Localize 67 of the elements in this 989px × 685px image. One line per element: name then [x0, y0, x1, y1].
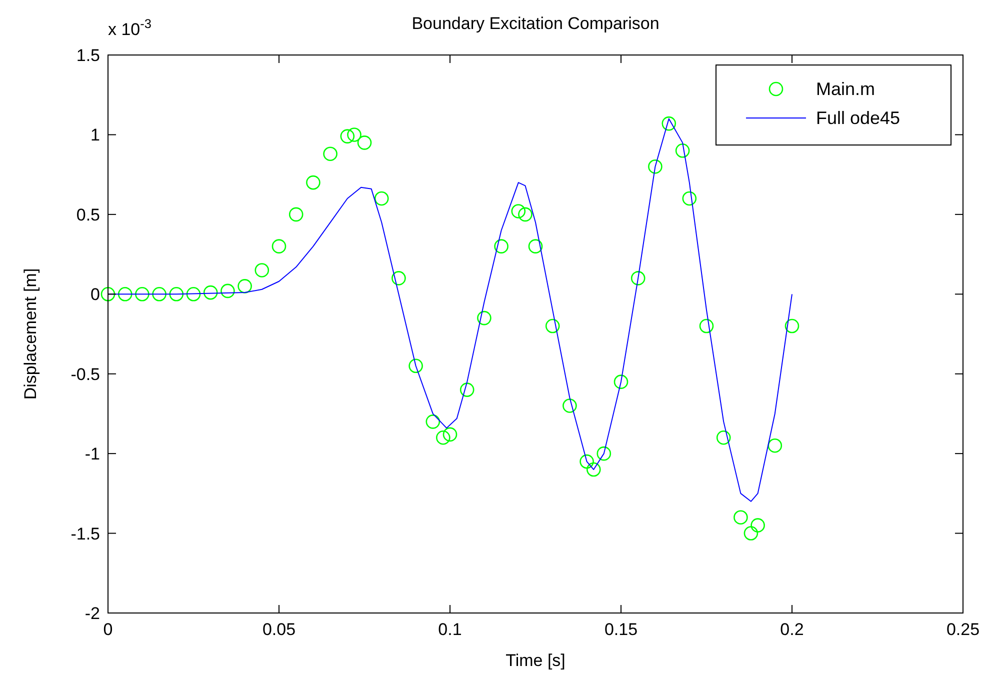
- y-tick-label: -1: [84, 444, 100, 464]
- point: [630, 271, 646, 286]
- legend-label: Full ode45: [816, 108, 900, 128]
- x-tick-label: 0.15: [604, 620, 638, 639]
- x-axis-title: Time [s]: [506, 651, 566, 670]
- y-axis-title: Displacement [m]: [21, 268, 40, 400]
- point: [460, 382, 474, 397]
- point: [254, 263, 270, 278]
- x-tick-label: 0.25: [946, 620, 980, 639]
- x-tick-label: 0.1: [438, 620, 462, 639]
- point: [426, 414, 440, 429]
- point: [744, 526, 758, 540]
- point: [306, 175, 320, 190]
- point: [494, 239, 508, 254]
- y-tick-label: 0.5: [76, 205, 100, 224]
- point: [135, 286, 150, 302]
- point: [169, 286, 184, 302]
- point: [784, 318, 800, 334]
- chart-title: Boundary Excitation Comparison: [412, 14, 660, 33]
- point: [100, 286, 116, 302]
- y-tick-label: 0: [90, 285, 100, 304]
- point: [614, 374, 628, 389]
- point: [768, 438, 782, 453]
- point: [750, 518, 765, 532]
- point: [648, 159, 662, 174]
- point: [220, 284, 235, 298]
- point: [716, 430, 731, 445]
- point: [152, 286, 166, 302]
- legend-label: Main.m: [816, 79, 876, 99]
- point: [580, 454, 594, 469]
- point: [586, 462, 601, 477]
- point: [272, 239, 286, 254]
- point: [734, 510, 748, 524]
- x-tick-label: 0.2: [780, 620, 804, 639]
- point: [518, 207, 532, 222]
- point: [682, 191, 697, 206]
- point: [203, 285, 218, 300]
- point: [675, 144, 690, 158]
- y-tick-label: -1.5: [70, 524, 100, 544]
- point: [596, 446, 612, 461]
- point: [357, 136, 372, 150]
- point: [323, 146, 338, 161]
- point: [186, 286, 201, 302]
- point: [477, 310, 492, 326]
- point: [562, 398, 577, 413]
- y-tick-label: -2: [84, 604, 100, 623]
- point: [442, 427, 458, 442]
- point: [511, 204, 526, 218]
- text: x 10$^{-3}$: [108, 16, 152, 39]
- y-tick-label: 1.5: [76, 46, 100, 65]
- y-tick-label: -0.5: [70, 364, 100, 384]
- point: [374, 191, 389, 206]
- x-tick-label: 0.05: [262, 620, 296, 639]
- point: [699, 318, 714, 334]
- point: [347, 128, 362, 142]
- y-tick-label: 1: [90, 126, 100, 145]
- point: [662, 116, 676, 131]
- point: [288, 207, 304, 222]
- point: [238, 279, 252, 294]
- point: [118, 286, 132, 302]
- x-tick-label: 0: [103, 620, 113, 639]
- point: [528, 239, 543, 254]
- point: [436, 430, 450, 445]
- point: [392, 271, 406, 286]
- point: [545, 318, 560, 334]
- point: [340, 129, 355, 144]
- point: [408, 358, 423, 374]
